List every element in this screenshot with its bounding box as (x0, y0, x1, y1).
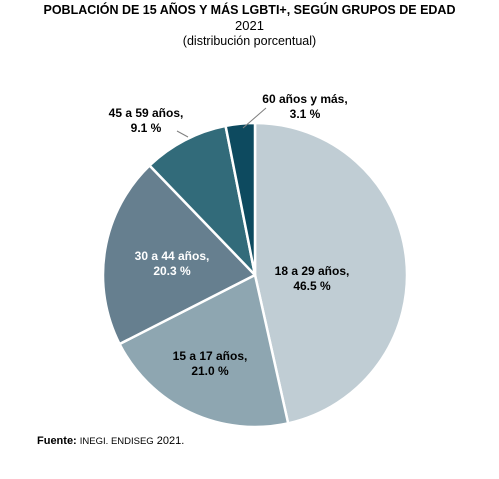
slice-value-label: 21.0 % (191, 364, 229, 378)
source-org: INEGI. ENDISEG (79, 436, 154, 447)
slice-value-label: 46.5 % (293, 279, 331, 293)
leader-line (242, 107, 267, 129)
slice-value-label: 20.3 % (153, 264, 191, 278)
slice-category-label: 30 a 44 años, (135, 249, 210, 263)
chart-subtitle-note: (distribución porcentual) (182, 34, 317, 48)
slice-value-label: 3.1 % (290, 107, 321, 121)
slice-value-label: 9.1 % (131, 121, 162, 135)
chart-title: POBLACIÓN DE 15 AÑOS Y MÁS LGBTI+, SEGÚN… (43, 3, 456, 17)
chart-subtitle-year: 2021 (235, 18, 264, 33)
pie-slice (224, 121, 257, 277)
pie-slice (101, 164, 257, 346)
pie-slice (148, 124, 257, 277)
slice-category-label: 15 a 17 años, (173, 349, 248, 363)
slice-label: 45 a 59 años, 9.1 % (109, 106, 184, 135)
source-note: Fuente: INEGI. ENDISEG 2021. (37, 435, 184, 447)
slice-label: 15 a 17 años, 21.0 % (173, 349, 248, 378)
source-label: Fuente: (37, 435, 77, 447)
slice-category-label: 18 a 29 años, (275, 264, 350, 278)
slice-label: 30 a 44 años, 20.3 % (135, 249, 210, 278)
slice-category-label: 45 a 59 años, (109, 106, 184, 120)
leader-line (176, 130, 189, 138)
slice-label: 60 años y más, 3.1 % (262, 92, 347, 121)
slice-label: 18 a 29 años, 46.5 % (275, 264, 350, 293)
source-year: 2021. (156, 435, 185, 447)
slice-category-label: 60 años y más, (262, 92, 347, 106)
pie-slice (118, 273, 290, 429)
title-block: POBLACIÓN DE 15 AÑOS Y MÁS LGBTI+, SEGÚN… (0, 2, 499, 49)
pie-slice (253, 121, 409, 425)
